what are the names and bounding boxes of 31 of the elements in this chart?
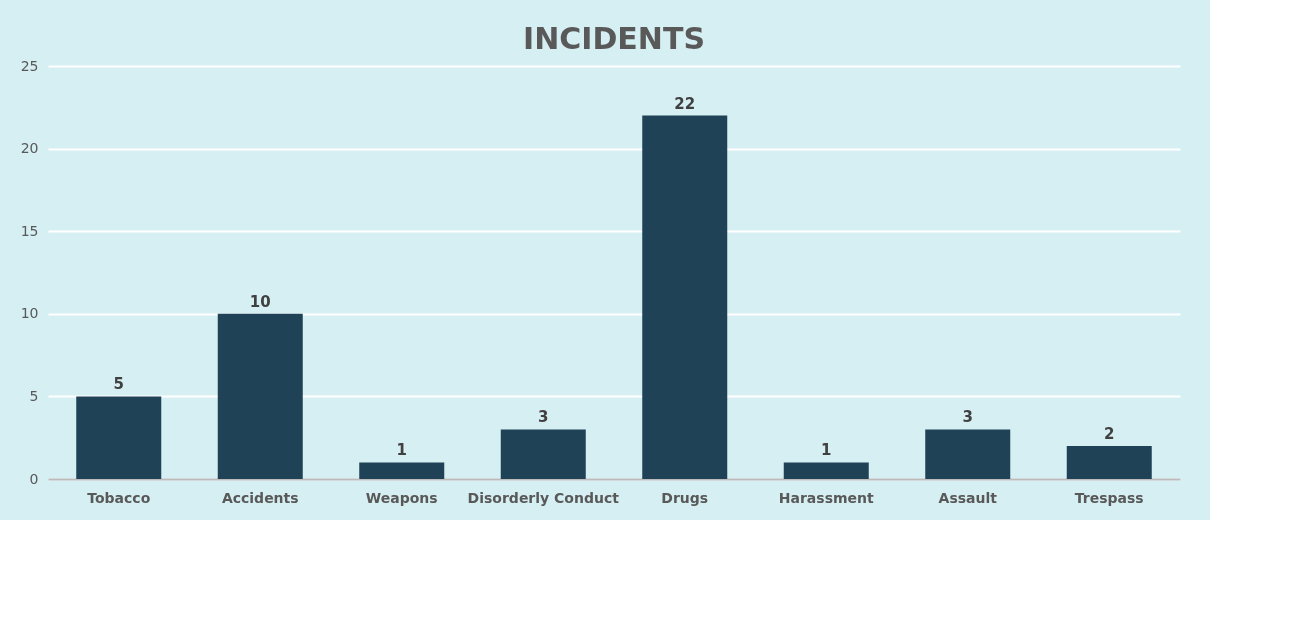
y-tick-label: 0: [29, 470, 39, 487]
data-label: 3: [538, 408, 549, 427]
bar: [642, 115, 728, 479]
x-tick-label: Drugs: [661, 489, 709, 506]
data-label: 3: [962, 408, 973, 427]
y-tick-label: 15: [20, 222, 39, 239]
data-label: 5: [113, 375, 124, 394]
bar: [359, 462, 445, 479]
bar: [783, 462, 869, 479]
bar: [217, 313, 303, 479]
x-tick-label: Accidents: [221, 489, 299, 506]
x-tick-label: Harassment: [778, 489, 875, 506]
x-tick-label: Disorderly Conduct: [467, 489, 620, 506]
data-label: 2: [1104, 424, 1115, 443]
data-label: 1: [821, 441, 832, 460]
bar: [500, 429, 586, 479]
y-tick-label: 5: [29, 387, 39, 404]
x-tick-label: Tobacco: [87, 489, 151, 506]
data-label: 22: [674, 94, 696, 113]
data-label: 1: [396, 441, 407, 460]
x-tick-label: Assault: [938, 489, 998, 506]
chart-title: INCIDENTS: [522, 21, 706, 56]
x-tick-label: Weapons: [365, 489, 438, 506]
x-tick-label: Trespass: [1074, 489, 1144, 506]
bar: [925, 429, 1011, 479]
y-tick-label: 10: [20, 305, 39, 322]
data-label: 10: [249, 292, 271, 311]
bar: [76, 396, 162, 479]
y-tick-label: 20: [20, 140, 39, 157]
bar: [1066, 445, 1152, 479]
y-tick-label: 25: [20, 57, 39, 74]
